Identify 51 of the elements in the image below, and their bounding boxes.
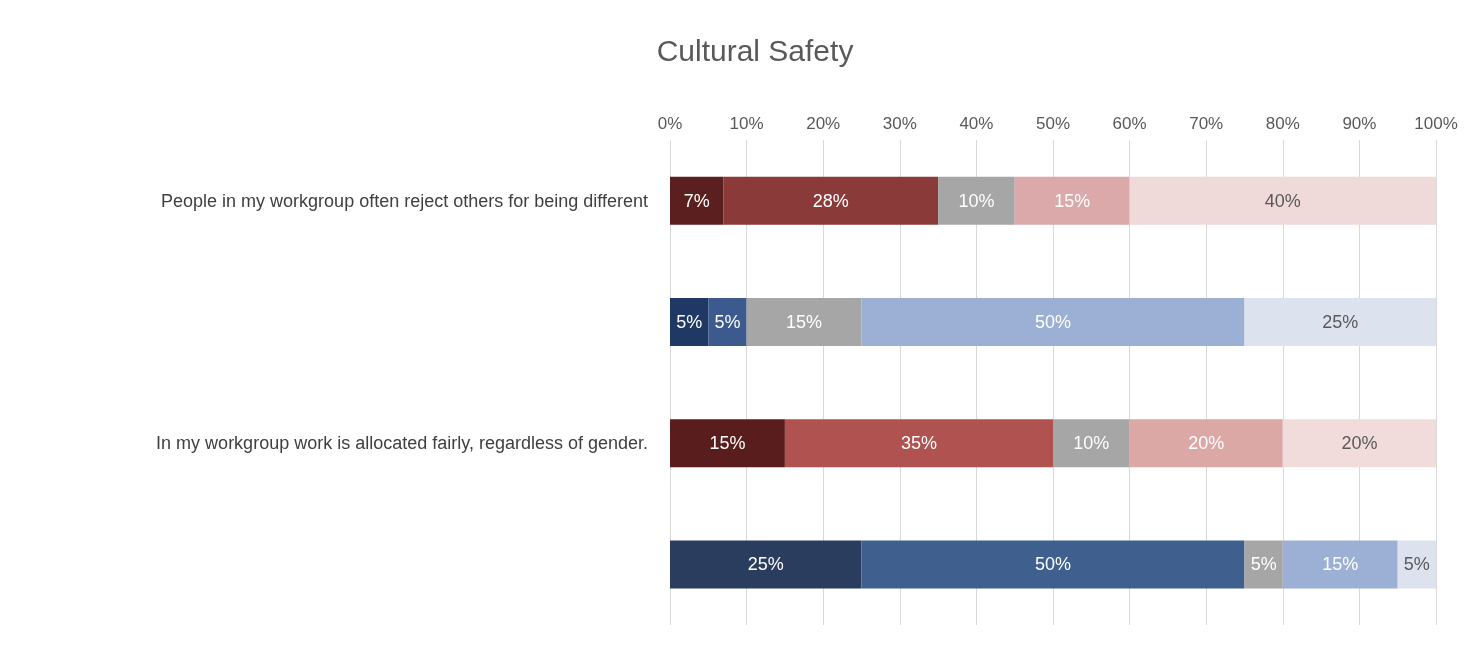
y-tick-label: In my workgroup work is allocated fairly, regardless of gender. <box>156 433 648 454</box>
bar <box>1129 419 1283 468</box>
x-tick-label: 50% <box>1035 114 1071 133</box>
bar <box>1282 540 1398 589</box>
data-label: 25% <box>747 554 784 575</box>
data-label: 50% <box>1034 554 1072 575</box>
data-label: 15% <box>1054 190 1091 211</box>
data-label: 15% <box>786 311 823 332</box>
x-tick-label: 0% <box>657 114 683 133</box>
data-label: 5% <box>714 311 741 332</box>
data-label: 20% <box>1341 433 1378 454</box>
x-tick-label: 20% <box>806 114 841 133</box>
data-label: 35% <box>900 433 937 454</box>
bar <box>861 540 1245 589</box>
x-tick-label: 40% <box>959 114 994 133</box>
x-tick-label: 80% <box>1265 114 1300 133</box>
data-label: 5% <box>676 311 703 332</box>
x-tick-label: 90% <box>1342 114 1377 133</box>
data-label: 15% <box>709 433 746 454</box>
bar <box>784 419 1053 468</box>
bar <box>670 540 862 589</box>
bar <box>1014 176 1130 225</box>
data-label: 5% <box>1250 554 1277 575</box>
bar <box>1129 176 1436 225</box>
x-tick-label: 10% <box>729 114 764 133</box>
bar <box>746 297 862 346</box>
x-tick-label: 100% <box>1414 114 1458 133</box>
x-tick-label: 60% <box>1112 114 1147 133</box>
bar <box>1244 297 1436 346</box>
data-label: 20% <box>1188 433 1225 454</box>
data-label: 10% <box>1073 433 1110 454</box>
bar <box>1053 419 1130 468</box>
x-tick-label: 30% <box>882 114 917 133</box>
bar <box>708 297 747 346</box>
bar <box>670 419 785 468</box>
bar <box>670 176 724 225</box>
x-tick-label: 70% <box>1189 114 1224 133</box>
data-label: 10% <box>958 190 995 211</box>
bar <box>861 297 1245 346</box>
y-tick-label: People in my workgroup often reject others for being different <box>161 190 648 211</box>
bar <box>938 176 1015 225</box>
data-label: 7% <box>683 190 710 211</box>
data-label: 28% <box>812 190 849 211</box>
data-label: 5% <box>1403 554 1430 575</box>
data-label: 50% <box>1034 311 1072 332</box>
bar <box>723 176 939 225</box>
data-label: 40% <box>1264 190 1301 211</box>
chart-title: Cultural Safety <box>656 33 854 67</box>
data-label: 25% <box>1322 311 1359 332</box>
data-label: 15% <box>1322 554 1359 575</box>
bar <box>1282 419 1436 468</box>
